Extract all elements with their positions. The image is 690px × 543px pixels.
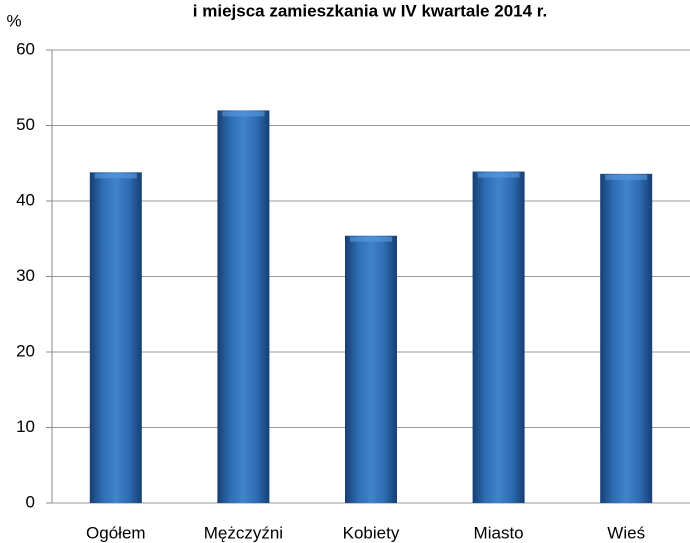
- y-tick-label: 60: [16, 39, 35, 58]
- y-tick-label: 20: [16, 341, 35, 360]
- bar-cap: [605, 174, 648, 180]
- y-axis-label: %: [6, 11, 21, 30]
- bar: [89, 172, 142, 503]
- bar-cap: [94, 173, 137, 179]
- y-tick-label: 0: [26, 492, 35, 511]
- chart-title: i miejsca zamieszkania w IV kwartale 201…: [193, 1, 547, 20]
- x-tick-label: Wieś: [607, 523, 645, 542]
- x-tick-label: Kobiety: [343, 523, 400, 542]
- bar-cap: [350, 236, 392, 242]
- y-tick-label: 40: [16, 190, 35, 209]
- bar-cap: [222, 111, 265, 117]
- bar: [217, 110, 270, 504]
- bar: [600, 173, 653, 503]
- bar: [472, 171, 525, 503]
- y-tick-label: 10: [16, 417, 35, 436]
- y-tick-label: 50: [16, 115, 35, 134]
- x-tick-label: Ogółem: [86, 523, 146, 542]
- x-tick-label: Mężczyźni: [204, 523, 283, 542]
- bar: [345, 235, 397, 504]
- x-tick-label: Miasto: [474, 523, 524, 542]
- y-tick-label: 30: [16, 266, 35, 285]
- bar-cap: [477, 172, 520, 178]
